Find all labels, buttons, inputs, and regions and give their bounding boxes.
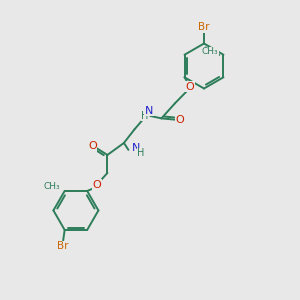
Text: Br: Br xyxy=(198,22,210,32)
Text: Br: Br xyxy=(57,242,69,251)
Text: O: O xyxy=(176,115,184,125)
Text: N: N xyxy=(145,106,153,116)
Text: H: H xyxy=(141,111,148,121)
Text: O: O xyxy=(88,141,97,151)
Text: O: O xyxy=(92,180,101,190)
Text: N: N xyxy=(132,143,141,153)
Text: H: H xyxy=(137,148,145,158)
Text: CH₃: CH₃ xyxy=(44,182,60,191)
Text: O: O xyxy=(185,82,194,92)
Text: CH₃: CH₃ xyxy=(202,47,218,56)
